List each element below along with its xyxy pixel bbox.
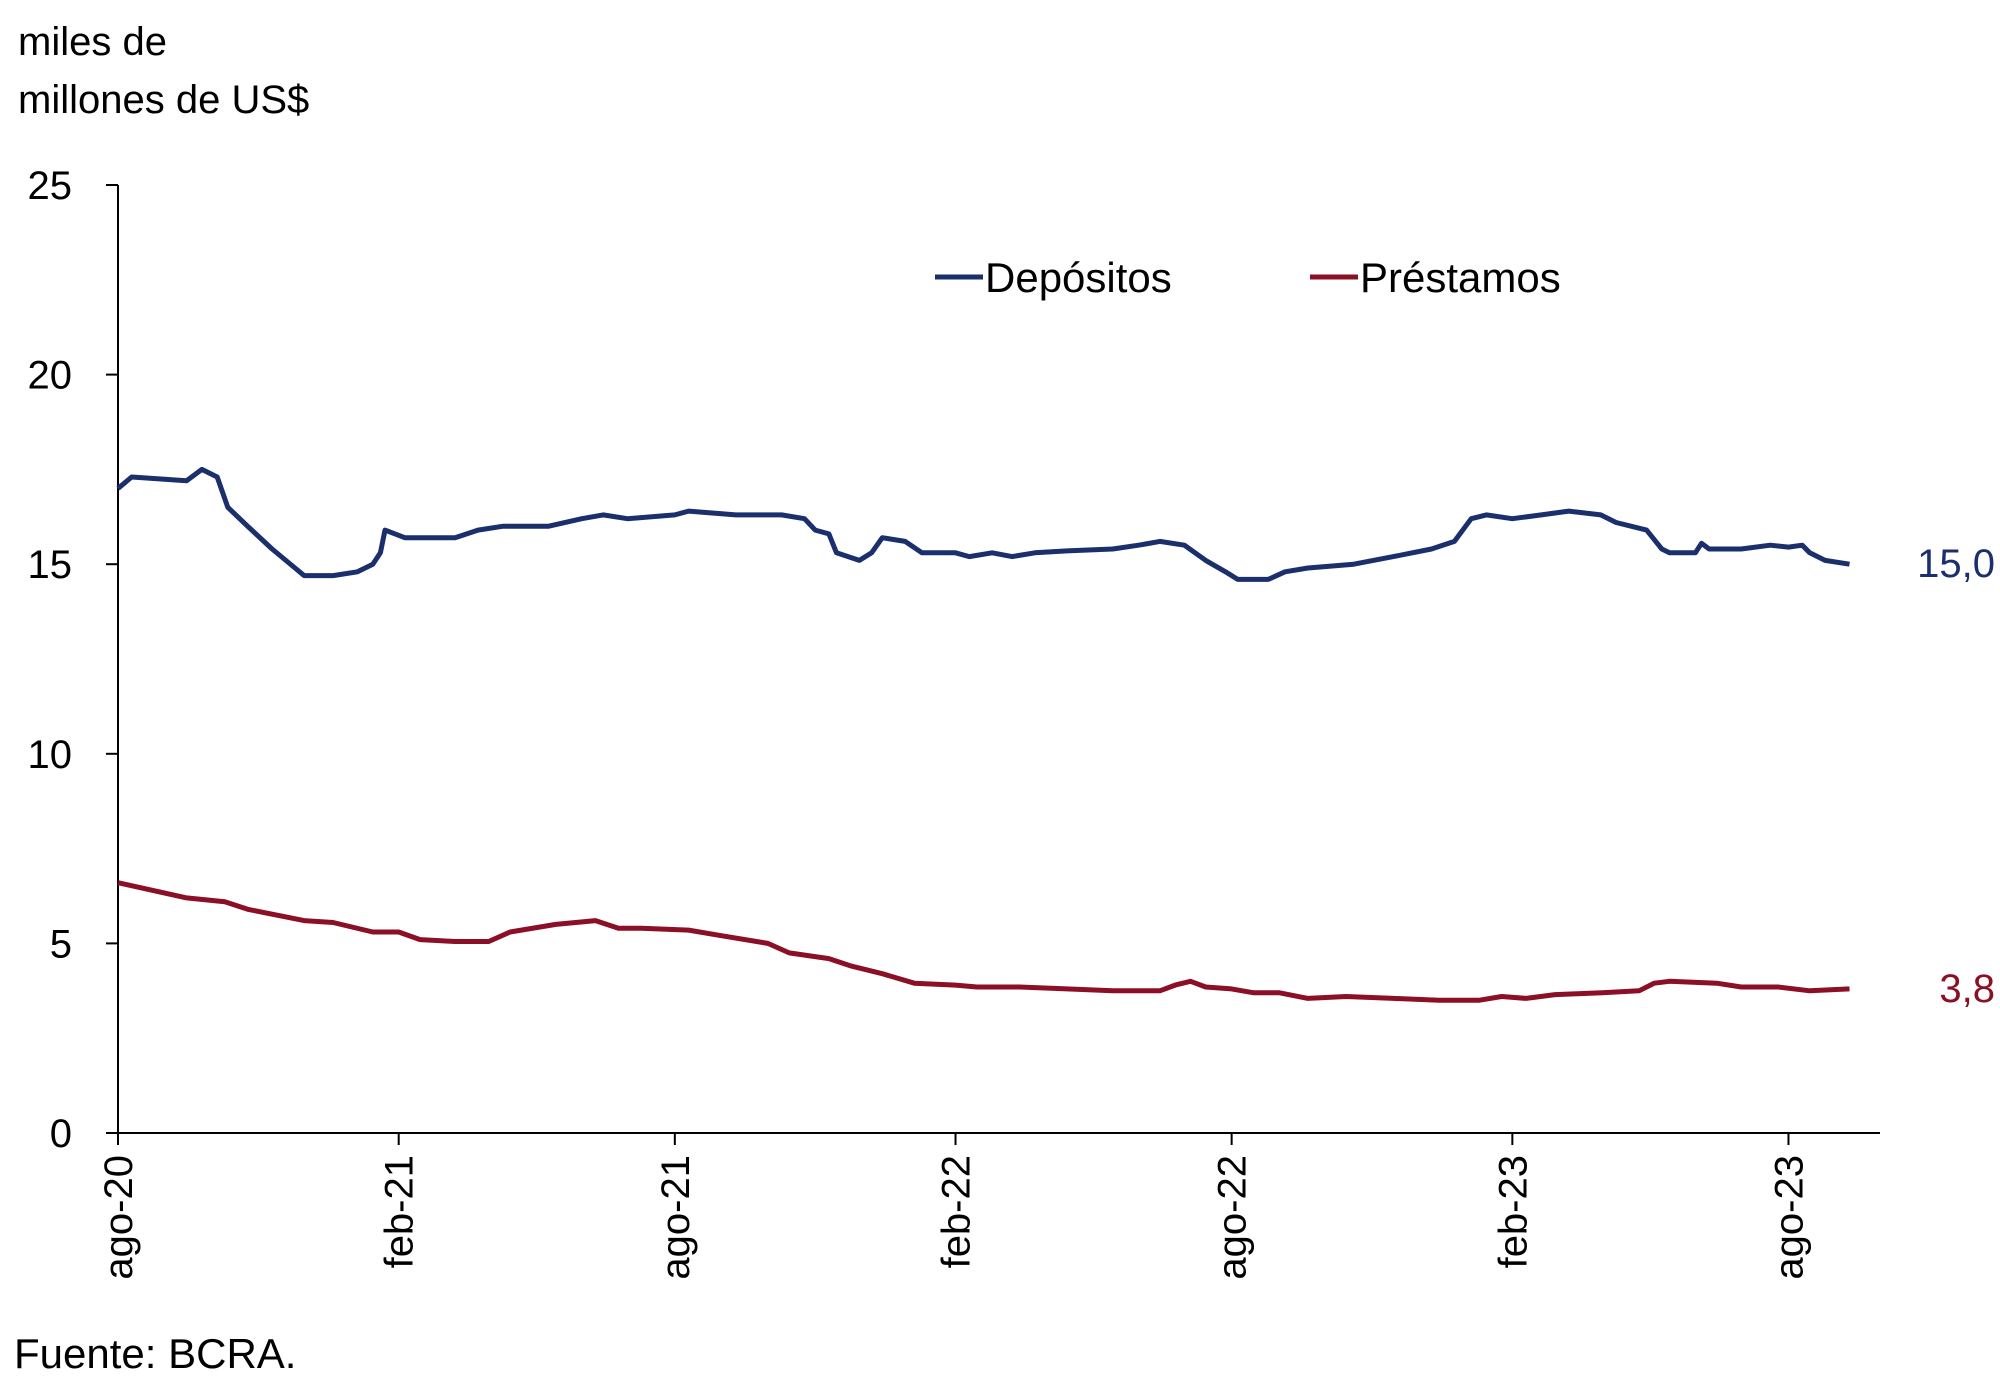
legend-label: Depósitos <box>985 254 1172 301</box>
x-tick-label: feb-21 <box>378 1155 422 1268</box>
series-line-1 <box>116 466 1850 582</box>
y-axis: 0 5 10 15 20 25 <box>28 164 119 1156</box>
y-tick-label: 10 <box>28 733 73 777</box>
legend-label: Préstamos <box>1360 254 1561 301</box>
source-note: Fuente: BCRA. <box>14 1330 297 1377</box>
x-axis: ago-20 feb-21 ago-21 feb-22 ago-22 feb-23 ago-… <box>97 1132 1880 1280</box>
y-axis-title: miles de millones de US$ <box>18 20 309 122</box>
end-value-label-2: 3,8 <box>1939 967 1995 1011</box>
y-tick-label: 20 <box>28 354 73 398</box>
x-tick-label: feb-23 <box>1491 1155 1535 1268</box>
plot-area <box>116 466 1850 1003</box>
y-axis-title-line-2: millones de US$ <box>18 78 309 122</box>
x-tick-label: ago-20 <box>97 1155 141 1280</box>
series-line-2 <box>117 880 1850 1003</box>
x-tick-label: ago-23 <box>1767 1155 1811 1280</box>
legend-item-1: Depósitos <box>935 254 1172 301</box>
x-tick-label: ago-22 <box>1211 1155 1255 1280</box>
x-tick-label: feb-22 <box>935 1155 979 1268</box>
legend: Depósitos Préstamos <box>935 254 1561 301</box>
end-value-label-1: 15,0 <box>1917 542 1995 586</box>
y-tick-label: 5 <box>50 922 72 966</box>
y-tick-label: 0 <box>50 1112 72 1156</box>
y-tick-label: 25 <box>28 164 73 208</box>
end-labels: 15,0 3,8 <box>1917 542 1995 1011</box>
y-tick-label: 15 <box>28 543 73 587</box>
y-axis-title-line-1: miles de <box>18 20 167 64</box>
x-tick-label: ago-21 <box>654 1155 698 1280</box>
legend-item-2: Préstamos <box>1310 254 1561 301</box>
